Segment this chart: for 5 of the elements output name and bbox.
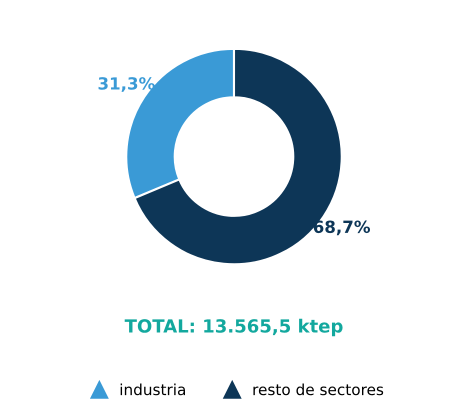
legend-label: industria — [120, 383, 185, 396]
legend-label: resto de sectores — [253, 383, 384, 396]
data-label: 68,7% — [314, 220, 370, 236]
text: TOTAL: 13.565,5 ktep — [124, 318, 343, 336]
data-label: 31,3% — [98, 77, 155, 92]
